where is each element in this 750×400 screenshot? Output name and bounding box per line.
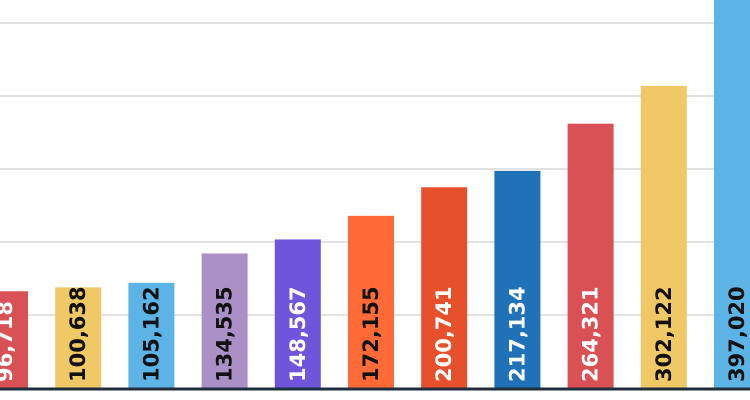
bar-value-label: 105,162 xyxy=(139,286,163,382)
bar-value-label: 217,134 xyxy=(505,286,529,382)
bar xyxy=(274,239,321,388)
bar xyxy=(421,187,468,388)
bar xyxy=(55,287,102,388)
data-labels: 96,718 100,638 105,162 134,535 148,567 172,15… xyxy=(0,286,749,382)
bar-value-label: 302,122 xyxy=(652,286,676,382)
bar xyxy=(567,123,614,388)
bar-value-label: 148,567 xyxy=(286,286,310,382)
bar-value-label: 264,321 xyxy=(579,286,603,382)
bar xyxy=(128,282,175,388)
bar xyxy=(348,215,394,388)
bar-value-label: 100,638 xyxy=(66,286,90,382)
bar-value-label: 397,020 xyxy=(725,286,749,382)
bar-value-label: 134,535 xyxy=(213,286,237,382)
bars xyxy=(0,0,750,389)
bar xyxy=(714,0,750,388)
bar-value-label: 172,155 xyxy=(359,286,383,382)
bar xyxy=(640,85,687,389)
bar xyxy=(201,253,248,388)
bar xyxy=(0,291,28,388)
gridlines xyxy=(0,22,750,316)
bar-value-label: 200,741 xyxy=(432,286,456,382)
bar xyxy=(494,170,541,388)
bar-value-label: 96,718 xyxy=(0,301,17,382)
